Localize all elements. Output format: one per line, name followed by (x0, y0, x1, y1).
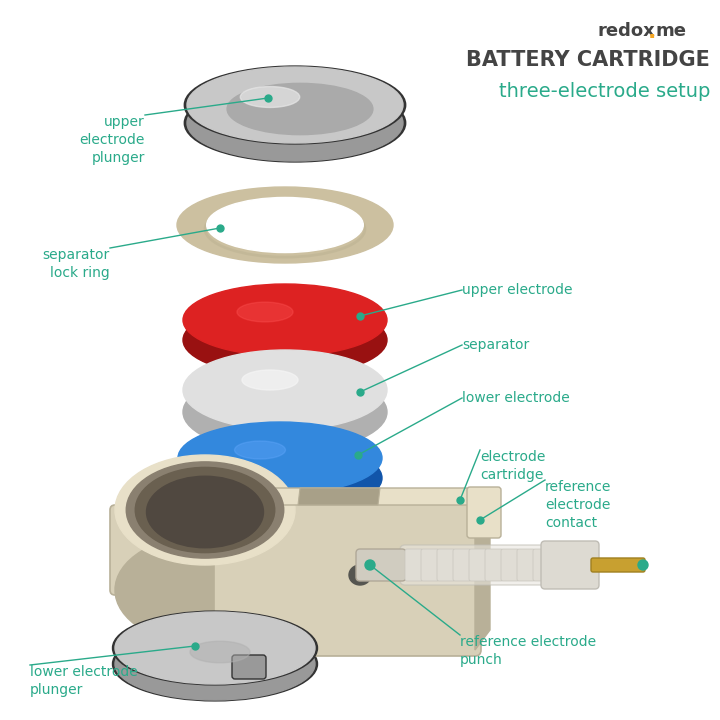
Text: reference electrode
punch: reference electrode punch (460, 635, 596, 667)
Text: lower electrode: lower electrode (462, 391, 570, 405)
Ellipse shape (190, 642, 250, 663)
FancyBboxPatch shape (541, 541, 599, 589)
Ellipse shape (115, 455, 295, 565)
FancyBboxPatch shape (453, 549, 471, 581)
Text: electrode
cartridge: electrode cartridge (480, 450, 545, 482)
Ellipse shape (237, 302, 293, 322)
Polygon shape (475, 488, 490, 650)
Ellipse shape (542, 545, 598, 585)
FancyBboxPatch shape (214, 499, 481, 656)
FancyBboxPatch shape (469, 549, 487, 581)
FancyBboxPatch shape (356, 549, 406, 581)
FancyBboxPatch shape (501, 549, 519, 581)
Ellipse shape (126, 462, 284, 558)
Ellipse shape (183, 284, 387, 356)
Ellipse shape (240, 86, 300, 107)
Text: .: . (648, 22, 657, 42)
Ellipse shape (183, 372, 387, 452)
FancyBboxPatch shape (591, 558, 645, 572)
Text: redox: redox (598, 22, 656, 40)
Ellipse shape (207, 197, 364, 253)
Ellipse shape (187, 85, 403, 161)
Ellipse shape (235, 441, 286, 459)
FancyBboxPatch shape (533, 549, 551, 581)
Text: separator
lock ring: separator lock ring (42, 248, 110, 280)
Ellipse shape (135, 467, 275, 553)
Polygon shape (220, 488, 490, 505)
Ellipse shape (187, 67, 403, 143)
Ellipse shape (115, 612, 315, 684)
Ellipse shape (177, 187, 393, 263)
Ellipse shape (184, 66, 405, 144)
FancyBboxPatch shape (437, 549, 455, 581)
Text: upper electrode: upper electrode (462, 283, 572, 297)
Ellipse shape (242, 370, 298, 390)
Ellipse shape (227, 84, 373, 135)
FancyBboxPatch shape (400, 545, 558, 585)
Ellipse shape (112, 611, 318, 685)
Text: three-electrode setup: three-electrode setup (499, 82, 710, 101)
FancyBboxPatch shape (110, 505, 300, 595)
FancyBboxPatch shape (421, 549, 439, 581)
FancyBboxPatch shape (517, 549, 535, 581)
FancyBboxPatch shape (232, 655, 266, 679)
Circle shape (638, 560, 648, 570)
FancyBboxPatch shape (405, 549, 423, 581)
Circle shape (365, 560, 375, 570)
Ellipse shape (115, 535, 295, 645)
Text: BATTERY CARTRIDGE: BATTERY CARTRIDGE (466, 50, 710, 70)
Ellipse shape (183, 350, 387, 430)
Ellipse shape (178, 422, 382, 494)
Ellipse shape (115, 628, 315, 700)
Text: reference
electrode
contact: reference electrode contact (545, 480, 611, 530)
Text: lower electrode
plunger: lower electrode plunger (30, 665, 138, 697)
Ellipse shape (183, 304, 387, 376)
Text: me: me (656, 22, 687, 40)
Text: upper
electrode
plunger: upper electrode plunger (80, 115, 145, 165)
Ellipse shape (178, 442, 382, 514)
Ellipse shape (184, 84, 405, 162)
Ellipse shape (112, 627, 318, 701)
Polygon shape (298, 488, 380, 505)
Text: separator: separator (462, 338, 529, 352)
FancyBboxPatch shape (485, 549, 503, 581)
FancyBboxPatch shape (467, 487, 501, 538)
Ellipse shape (349, 565, 371, 585)
Ellipse shape (146, 476, 264, 548)
